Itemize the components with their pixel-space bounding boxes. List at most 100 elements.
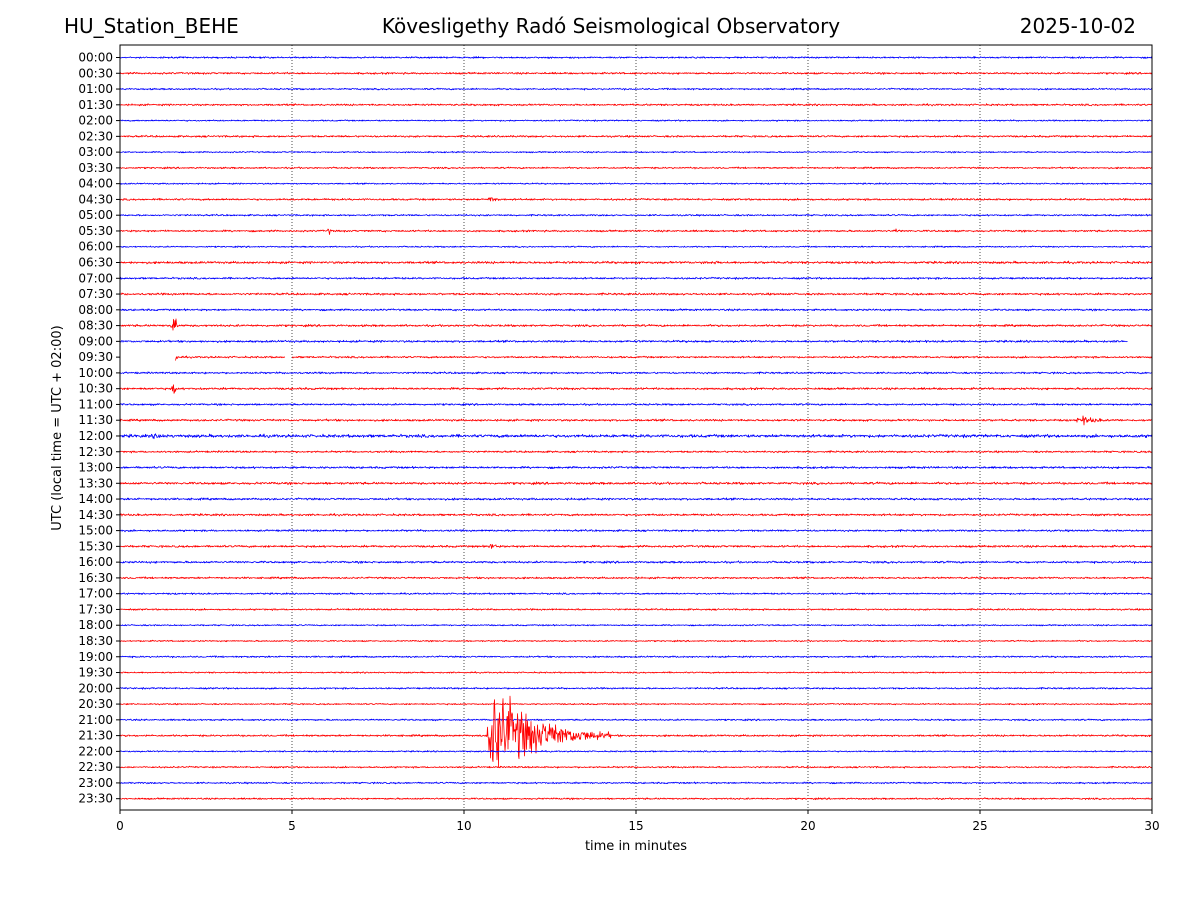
x-tick-labels: 0 5 10 15 20 25 30 xyxy=(116,810,1160,833)
x-tick-label: 10 xyxy=(456,819,471,833)
x-tick-label: 25 xyxy=(972,819,987,833)
trace-row-2330 xyxy=(120,797,1152,801)
y-tick-label: 05:00 xyxy=(78,208,113,222)
y-tick-label: 11:30 xyxy=(78,413,113,427)
trace-row-1500 xyxy=(120,529,1152,533)
trace-row-0930 xyxy=(175,355,1152,361)
y-tick-label: 13:30 xyxy=(78,476,113,490)
y-tick-label: 15:00 xyxy=(78,524,113,538)
y-tick-label: 09:00 xyxy=(78,334,113,348)
trace-rows xyxy=(120,56,1152,801)
y-tick-label: 10:30 xyxy=(78,382,113,396)
trace-row-1700 xyxy=(120,592,1152,596)
y-tick-label: 08:30 xyxy=(78,319,113,333)
y-tick-label: 07:30 xyxy=(78,287,113,301)
y-tick-label: 16:00 xyxy=(78,555,113,569)
y-tick-label: 04:30 xyxy=(78,192,113,206)
trace-row-1900 xyxy=(120,655,1152,659)
y-tick-label: 17:00 xyxy=(78,587,113,601)
trace-row-0530 xyxy=(120,228,1152,235)
trace-row-0430 xyxy=(120,197,1152,202)
trace-row-1730 xyxy=(120,608,1152,611)
y-tick-label: 14:30 xyxy=(78,508,113,522)
y-tick-label: 03:30 xyxy=(78,161,113,175)
y-tick-label: 13:00 xyxy=(78,461,113,475)
y-tick-label: 18:30 xyxy=(78,634,113,648)
y-tick-label: 01:30 xyxy=(78,98,113,112)
y-tick-label: 06:00 xyxy=(78,240,113,254)
trace-row-0230 xyxy=(120,134,1152,138)
y-tick-label: 15:30 xyxy=(78,539,113,553)
trace-row-0800 xyxy=(120,308,1152,312)
trace-row-1800 xyxy=(120,623,1152,627)
y-tick-label: 04:00 xyxy=(78,177,113,191)
trace-row-0900 xyxy=(120,339,1128,344)
y-tick-label: 19:00 xyxy=(78,650,113,664)
trace-row-1030 xyxy=(120,384,1152,394)
y-tick-label: 23:30 xyxy=(78,792,113,806)
trace-row-0830 xyxy=(120,318,1152,331)
y-tick-label: 23:00 xyxy=(78,776,113,790)
y-tick-label: 21:30 xyxy=(78,729,113,743)
y-tick-label: 20:30 xyxy=(78,697,113,711)
trace-row-2300 xyxy=(120,781,1152,785)
plot-frame xyxy=(119,44,1153,811)
station-name: HU_Station_BEHE xyxy=(64,14,239,38)
y-tick-label: 02:30 xyxy=(78,129,113,143)
y-tick-label: 05:30 xyxy=(78,224,113,238)
y-tick-label: 12:00 xyxy=(78,429,113,443)
y-tick-label: 14:00 xyxy=(78,492,113,506)
x-tick-label: 0 xyxy=(116,819,124,833)
y-tick-label: 19:30 xyxy=(78,666,113,680)
trace-row-0500 xyxy=(120,213,1152,217)
trace-row-2100 xyxy=(120,718,1152,722)
trace-row-1430 xyxy=(120,513,1152,517)
trace-row-0600 xyxy=(120,245,1152,249)
trace-row-0400 xyxy=(120,182,1152,185)
trace-row-0200 xyxy=(120,119,1152,122)
trace-row-1530 xyxy=(120,544,1152,549)
trace-row-0100 xyxy=(120,87,1152,91)
x-tick-label: 30 xyxy=(1144,819,1159,833)
trace-row-0630 xyxy=(120,260,1152,265)
trace-row-1400 xyxy=(120,497,1152,501)
x-axis-label: time in minutes xyxy=(585,839,687,854)
trace-row-0700 xyxy=(120,276,1152,280)
y-tick-label: 07:00 xyxy=(78,271,113,285)
y-tick-label: 06:30 xyxy=(78,256,113,270)
trace-row-1830 xyxy=(120,639,1152,643)
y-tick-label: 08:00 xyxy=(78,303,113,317)
y-tick-label: 00:00 xyxy=(78,51,113,65)
trace-row-1930 xyxy=(120,671,1152,674)
trace-row-0000 xyxy=(120,56,1152,59)
trace-row-1300 xyxy=(120,465,1152,470)
trace-row-0330 xyxy=(120,166,1152,170)
y-tick-label: 11:00 xyxy=(78,397,113,411)
trace-row-2130 xyxy=(120,695,1152,768)
trace-row-1600 xyxy=(120,560,1152,564)
y-tick-label: 20:00 xyxy=(78,681,113,695)
trace-row-2000 xyxy=(120,686,1152,690)
trace-row-2030 xyxy=(120,702,1152,706)
y-tick-label: 02:00 xyxy=(78,114,113,128)
y-tick-label: 21:00 xyxy=(78,713,113,727)
y-tick-label: 09:30 xyxy=(78,350,113,364)
trace-row-1130 xyxy=(120,415,1152,426)
y-axis-label: UTC (local time = UTC + 02:00) xyxy=(50,325,65,530)
y-tick-label: 01:00 xyxy=(78,82,113,96)
y-tick-label: 10:00 xyxy=(78,366,113,380)
y-tick-label: 18:00 xyxy=(78,618,113,632)
x-tick-label: 5 xyxy=(288,819,296,833)
trace-row-1330 xyxy=(120,481,1152,486)
x-tick-label: 20 xyxy=(800,819,815,833)
trace-row-0030 xyxy=(120,71,1152,75)
y-tick-label: 03:00 xyxy=(78,145,113,159)
y-tick-label: 16:30 xyxy=(78,571,113,585)
y-tick-label: 22:00 xyxy=(78,744,113,758)
record-date: 2025-10-02 xyxy=(1019,14,1136,38)
trace-row-1630 xyxy=(120,576,1152,580)
trace-row-1230 xyxy=(120,450,1152,454)
trace-row-2200 xyxy=(120,750,1152,753)
